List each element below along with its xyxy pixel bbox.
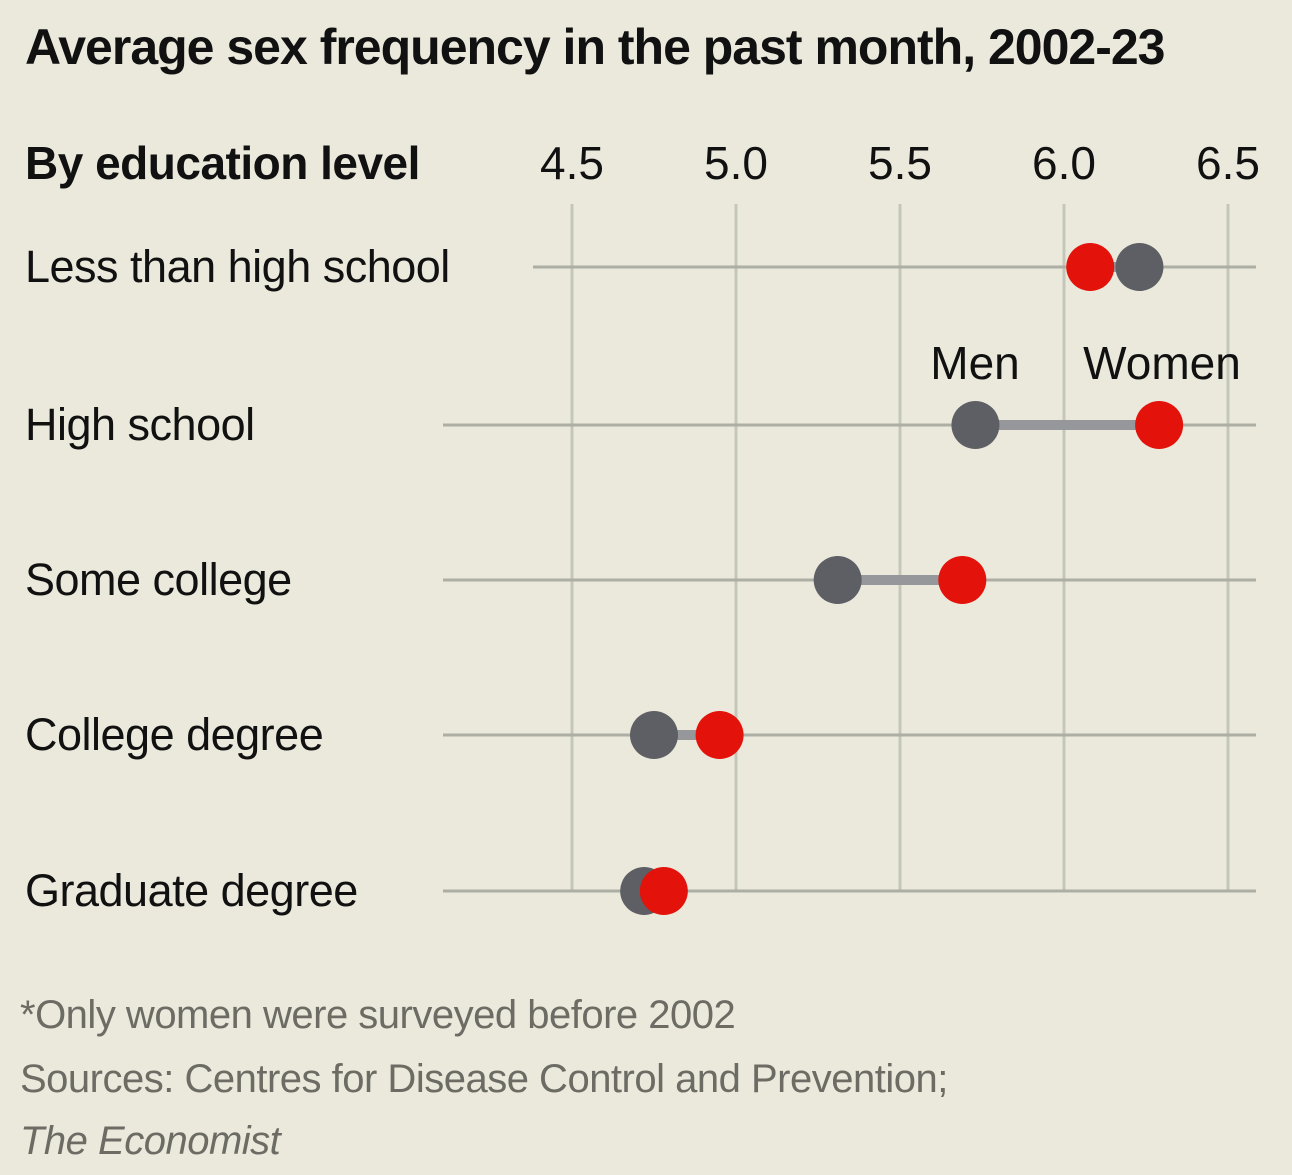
women-dot — [938, 556, 987, 604]
category-label-less-than-high-school: Less than high school — [25, 241, 450, 292]
men-dot — [813, 556, 862, 604]
credit-text: The Economist — [20, 1119, 281, 1163]
women-dot — [639, 867, 688, 915]
category-label-college-degree: College degree — [25, 709, 324, 760]
x-axis-tick-label-6-5: 6.5 — [1196, 137, 1260, 189]
category-label-graduate-degree: Graduate degree — [25, 865, 358, 916]
x-axis-tick-label-5-5: 5.5 — [868, 137, 932, 189]
sources-text: Sources: Centres for Disease Control and… — [20, 1057, 948, 1101]
x-axis-tick-label-5-0: 5.0 — [704, 137, 768, 189]
women-dot — [1066, 243, 1115, 291]
legend-men-label: Men — [930, 337, 1020, 389]
x-axis-tick-label-6-0: 6.0 — [1032, 137, 1096, 189]
legend-women-label: Women — [1083, 337, 1241, 389]
page-title: Average sex frequency in the past month,… — [25, 19, 1165, 75]
women-dot — [1135, 401, 1184, 449]
men-dot — [1115, 243, 1164, 291]
x-axis-tick-label-4-5: 4.5 — [540, 137, 604, 189]
footnote-text: *Only women were surveyed before 2002 — [20, 993, 736, 1037]
men-dot — [951, 401, 1000, 449]
category-label-some-college: Some college — [25, 554, 292, 605]
chart-subtitle: By education level — [25, 137, 420, 189]
women-dot — [695, 711, 744, 759]
men-dot — [630, 711, 678, 759]
category-label-high-school: High school — [25, 399, 255, 450]
